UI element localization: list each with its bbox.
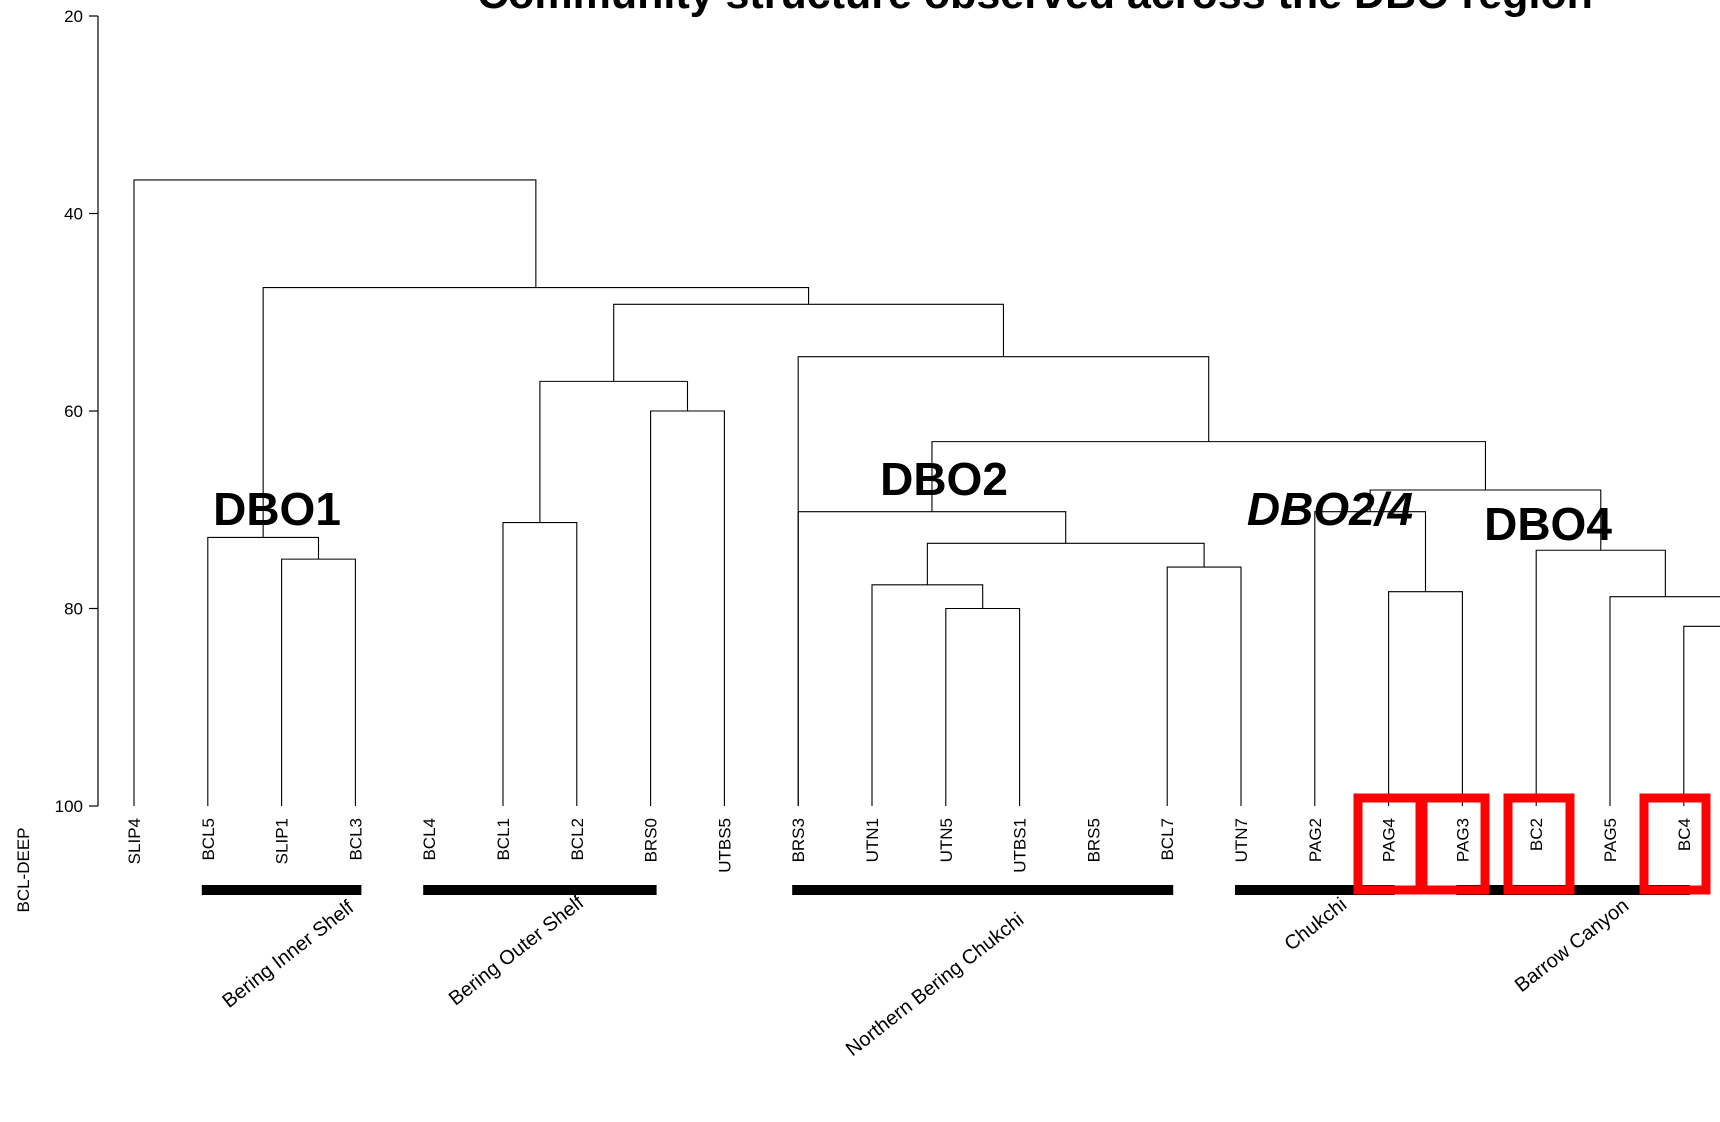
leaf-label: BC2 xyxy=(1527,818,1546,851)
leaf-label: BCL3 xyxy=(346,818,365,861)
group-bar xyxy=(423,885,657,895)
dendrogram-link xyxy=(133,179,537,806)
leaf-label: UTN5 xyxy=(937,818,956,862)
y-tick-label: 60 xyxy=(64,402,83,421)
y-tick-label: 100 xyxy=(55,797,83,816)
leaf-label: UTN7 xyxy=(1232,818,1251,862)
dendrogram-link xyxy=(945,607,1021,806)
leaf-label: BRS3 xyxy=(789,818,808,862)
group-bar xyxy=(1235,885,1395,895)
y-tick-label: 80 xyxy=(64,600,83,619)
cluster-labels: DBO1 DBO2 DBO2/4 DBO4 xyxy=(213,453,1612,550)
leaf-label: BCL4 xyxy=(420,818,439,861)
leaf-label: SLIP4 xyxy=(125,818,144,864)
dendrogram-link xyxy=(1683,625,1720,806)
group-label: Northern Bering Chukchi xyxy=(842,909,1028,1061)
dendrogram-link xyxy=(650,410,725,806)
dendrogram-link xyxy=(797,356,1210,806)
dendrogram-link xyxy=(871,584,984,806)
dendrogram-link xyxy=(539,380,689,523)
group-bar xyxy=(201,885,362,895)
dendrogram-link xyxy=(502,522,578,806)
chart-title: Community structure observed across the … xyxy=(477,0,1593,18)
highlight-boxes xyxy=(1353,793,1711,895)
dendrogram-link xyxy=(281,558,356,806)
leaf-label: PAG2 xyxy=(1306,818,1325,862)
leaf-labels: SLIP4 BCL5 SLIP1 BCL3 BCL4 BCL1 BCL2 BRS0 UTBS5 B… xyxy=(125,818,1694,873)
highlight-box xyxy=(1503,793,1575,895)
dendrogram-link xyxy=(1535,549,1666,806)
y-tick-label: 20 xyxy=(64,7,83,26)
leaf-label: BRS0 xyxy=(642,818,661,862)
dendrogram-link xyxy=(613,303,1005,382)
dendrogram-link xyxy=(1609,596,1720,806)
group-label: Bering Outer Shelf xyxy=(445,891,589,1010)
leaf-label: BC4 xyxy=(1675,818,1694,851)
leaf-label: BCL2 xyxy=(568,818,587,861)
group-label: Barrow Canyon xyxy=(1511,895,1633,997)
leaf-label: BCL5 xyxy=(199,818,218,861)
cluster-label: DBO4 xyxy=(1484,498,1612,550)
leaf-label: SLIP1 xyxy=(273,818,292,864)
y-axis-label: BCL-DEEP xyxy=(14,827,33,912)
group-label: Bering Inner Shelf xyxy=(218,896,358,1012)
group-label: Chukchi xyxy=(1281,894,1351,956)
highlight-box xyxy=(1418,793,1490,895)
leaf-label: BRS5 xyxy=(1084,818,1103,862)
group-bar xyxy=(792,885,1174,895)
dendrogram-link xyxy=(1388,591,1463,806)
dendrogram-link xyxy=(797,511,1067,806)
dendrogram-link xyxy=(1166,566,1242,806)
leaf-label: BCL7 xyxy=(1158,818,1177,861)
leaf-label: UTBS1 xyxy=(1011,818,1030,873)
dendrogram-link xyxy=(207,536,320,806)
y-tick-label: 40 xyxy=(64,205,83,224)
leaf-label: PAG5 xyxy=(1601,818,1620,862)
dendrogram-link xyxy=(262,287,810,538)
leaf-label: PAG4 xyxy=(1380,818,1399,862)
cluster-label: DBO2 xyxy=(880,453,1008,505)
group-labels: Bering Inner Shelf Bering Outer Shelf Nort… xyxy=(218,891,1633,1060)
dendrogram-links xyxy=(133,179,1720,806)
leaf-label: BCL1 xyxy=(494,818,513,861)
cluster-label: DBO1 xyxy=(213,483,341,535)
highlight-box xyxy=(1639,793,1711,895)
dendrogram-link xyxy=(926,542,1205,585)
leaf-label: UTBS5 xyxy=(715,818,734,873)
leaf-label: UTN1 xyxy=(863,818,882,862)
leaf-label: PAG3 xyxy=(1453,818,1472,862)
cluster-label: DBO2/4 xyxy=(1247,483,1413,535)
y-axis-ticks: 20 40 60 80 100 xyxy=(55,7,98,816)
dendrogram-link xyxy=(1314,511,1427,806)
